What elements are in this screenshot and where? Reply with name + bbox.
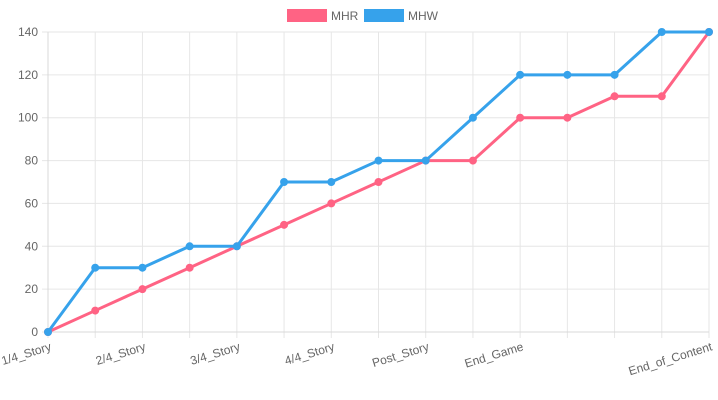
data-point-mhw[interactable] <box>610 70 619 79</box>
x-tick-label: 2/4_Story <box>94 339 147 367</box>
data-point-mhr[interactable] <box>563 113 572 122</box>
legend-swatch <box>287 9 327 22</box>
legend[interactable]: MHR MHW <box>287 9 439 23</box>
x-tick-label: End_of_Content <box>627 339 715 378</box>
y-tick-label: 80 <box>25 154 39 168</box>
data-point-mhw[interactable] <box>657 28 666 36</box>
data-point-mhw[interactable] <box>138 263 147 272</box>
data-point-mhw[interactable] <box>563 70 572 79</box>
legend-item-mhw[interactable]: MHW <box>364 9 439 23</box>
x-tick-label: 1/4_Story <box>0 339 53 367</box>
data-point-mhr[interactable] <box>468 156 477 165</box>
data-point-mhw[interactable] <box>91 263 100 272</box>
x-tick-label: Post_Story <box>370 339 430 370</box>
data-point-mhr[interactable] <box>185 263 194 272</box>
x-tick-label: 3/4_Story <box>189 339 242 367</box>
legend-swatch <box>364 9 404 22</box>
legend-item-mhr[interactable]: MHR <box>287 9 359 23</box>
x-tick-label: 4/4_Story <box>283 339 336 367</box>
data-point-mhw[interactable] <box>705 28 713 36</box>
y-tick-label: 60 <box>25 196 39 210</box>
data-point-mhr[interactable] <box>610 92 619 101</box>
series-mhw <box>44 28 713 336</box>
data-point-mhw[interactable] <box>421 156 430 165</box>
y-tick-label: 100 <box>18 111 38 125</box>
data-point-mhw[interactable] <box>280 178 289 186</box>
axes: 0 20 40 60 80 100 120 140 1/4_Story 2/4_Story 3/4_… <box>0 25 715 378</box>
y-tick-label: 0 <box>31 325 38 339</box>
series <box>44 28 713 336</box>
data-point-mhr[interactable] <box>91 306 100 315</box>
y-tick-label: 140 <box>18 25 38 39</box>
data-point-mhw[interactable] <box>232 242 241 251</box>
y-tick-label: 40 <box>25 239 39 253</box>
data-point-mhr[interactable] <box>657 92 666 101</box>
y-tick-label: 20 <box>25 282 39 296</box>
data-point-mhw[interactable] <box>516 70 525 79</box>
data-point-mhr[interactable] <box>327 199 336 208</box>
data-point-mhr[interactable] <box>516 113 525 122</box>
data-point-mhr[interactable] <box>280 220 289 229</box>
legend-label: MHW <box>408 9 439 23</box>
y-tick-label: 120 <box>18 68 38 82</box>
data-point-mhr[interactable] <box>374 178 383 186</box>
data-point-mhw[interactable] <box>327 178 336 186</box>
data-point-mhw[interactable] <box>44 328 52 336</box>
legend-label: MHR <box>331 9 359 23</box>
data-point-mhw[interactable] <box>374 156 383 165</box>
data-point-mhw[interactable] <box>185 242 194 251</box>
data-point-mhw[interactable] <box>468 113 477 122</box>
data-point-mhr[interactable] <box>138 285 147 294</box>
x-tick-label: End_Game <box>463 339 525 370</box>
